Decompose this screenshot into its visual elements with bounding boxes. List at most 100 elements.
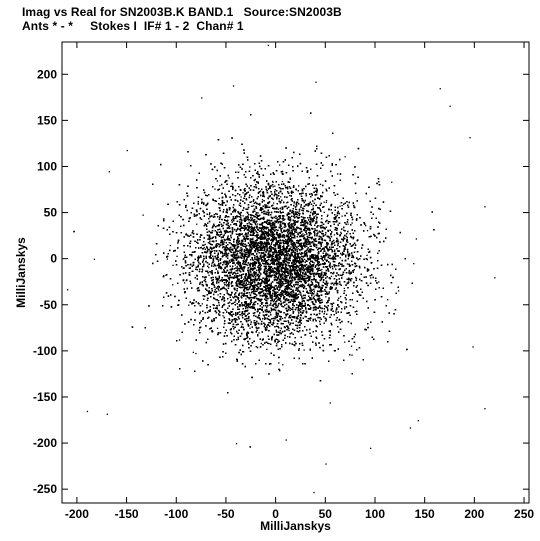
- data-point: [290, 246, 292, 248]
- data-point: [298, 185, 300, 187]
- data-point: [279, 164, 281, 166]
- data-point: [224, 246, 226, 248]
- data-point: [281, 221, 283, 223]
- data-point: [328, 257, 331, 259]
- data-point: [254, 220, 256, 223]
- data-point: [313, 242, 315, 244]
- data-point: [305, 228, 307, 230]
- data-point: [270, 231, 272, 233]
- data-point: [351, 222, 353, 224]
- data-point: [217, 260, 220, 262]
- data-point: [296, 249, 299, 251]
- data-point: [346, 263, 348, 265]
- data-point: [266, 313, 268, 315]
- data-point: [270, 233, 273, 235]
- data-point: [210, 253, 212, 256]
- data-point: [302, 233, 304, 235]
- data-point: [254, 303, 256, 306]
- data-point: [217, 259, 219, 261]
- data-point: [287, 295, 289, 297]
- data-point: [236, 215, 238, 217]
- data-point: [340, 232, 342, 235]
- data-point: [287, 320, 289, 322]
- data-point: [249, 252, 252, 254]
- data-point: [257, 299, 259, 301]
- data-point: [214, 188, 216, 190]
- data-point: [378, 281, 380, 283]
- data-point: [188, 304, 190, 306]
- data-point: [268, 343, 270, 345]
- data-point: [268, 263, 270, 266]
- data-point: [366, 254, 368, 256]
- data-point: [348, 270, 350, 273]
- data-point: [347, 223, 349, 225]
- data-point: [297, 248, 299, 250]
- data-point: [334, 288, 336, 290]
- data-point: [225, 245, 227, 247]
- data-point: [169, 244, 171, 247]
- data-point: [283, 245, 285, 247]
- data-point: [264, 318, 266, 320]
- data-point: [226, 221, 228, 223]
- data-point: [288, 306, 290, 308]
- data-point: [250, 253, 253, 256]
- data-point: [228, 177, 230, 179]
- data-point: [305, 320, 308, 322]
- data-point: [263, 259, 265, 261]
- data-point: [234, 256, 237, 258]
- data-point: [342, 251, 344, 254]
- data-point: [340, 231, 342, 233]
- data-point: [219, 184, 221, 187]
- data-point: [267, 234, 269, 236]
- data-point: [319, 183, 322, 185]
- data-point: [243, 283, 245, 285]
- data-point: [207, 238, 209, 240]
- data-point: [288, 240, 290, 243]
- data-point: [249, 302, 251, 304]
- data-point: [314, 286, 316, 289]
- data-point: [252, 237, 254, 239]
- data-point: [281, 227, 283, 229]
- data-point: [278, 362, 280, 364]
- data-point: [217, 270, 219, 272]
- data-point: [315, 254, 317, 256]
- data-point: [304, 258, 306, 260]
- data-point: [247, 219, 249, 221]
- data-point: [274, 185, 276, 187]
- data-point: [249, 166, 251, 168]
- data-point: [315, 218, 318, 220]
- data-point: [211, 262, 213, 264]
- data-point: [235, 300, 237, 302]
- data-point: [241, 226, 243, 228]
- data-point: [275, 220, 278, 222]
- data-point: [304, 305, 306, 307]
- data-point: [309, 255, 311, 257]
- data-point: [238, 311, 241, 313]
- data-point: [241, 219, 243, 222]
- data-point: [298, 210, 301, 212]
- data-point: [321, 268, 323, 271]
- data-point: [217, 294, 219, 296]
- data-point: [240, 295, 242, 297]
- data-point: [397, 290, 400, 292]
- data-point: [266, 327, 268, 329]
- data-point: [176, 255, 178, 257]
- data-point: [315, 215, 317, 217]
- data-point: [260, 190, 262, 192]
- data-point: [246, 283, 248, 286]
- data-point: [298, 277, 300, 279]
- data-point: [280, 196, 282, 198]
- plot-frame: [61, 41, 530, 504]
- data-point: [350, 345, 353, 347]
- data-point: [326, 248, 329, 251]
- data-point: [208, 213, 210, 216]
- data-point: [203, 246, 205, 249]
- data-point: [232, 296, 234, 298]
- data-point: [142, 214, 144, 216]
- data-point: [296, 205, 298, 207]
- data-point: [225, 309, 227, 311]
- data-point: [227, 235, 229, 237]
- data-point: [272, 181, 274, 183]
- data-point: [259, 272, 261, 274]
- data-point: [313, 262, 315, 264]
